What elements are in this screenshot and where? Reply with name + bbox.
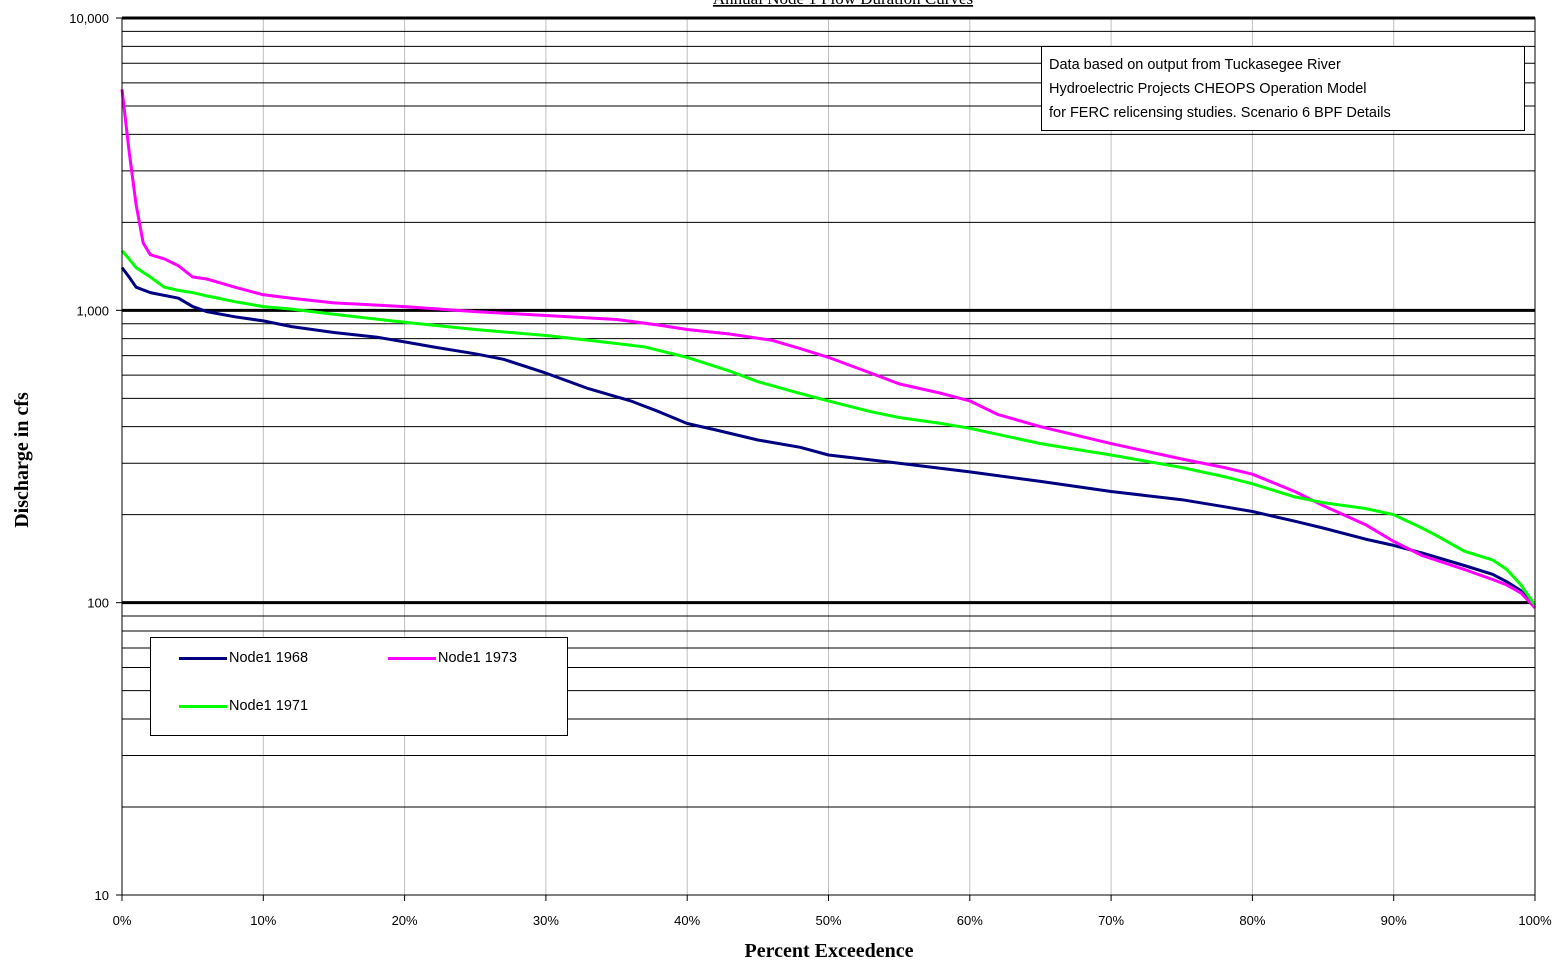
chart-series-layer <box>120 89 1537 609</box>
series-line-node1-1973 <box>120 89 1537 609</box>
legend-label-node1-1973: Node1 1973 <box>438 650 518 666</box>
annotation-line: for FERC relicensing studies. Scenario 6… <box>1049 105 1391 121</box>
y-axis-title: Discharge in cfs <box>11 392 33 528</box>
y-tick-label: 1,000 <box>76 303 109 318</box>
chart-annotation-box: Data based on output from Tuckasegee Riv… <box>1041 46 1525 131</box>
x-tick-label: 60% <box>957 913 983 928</box>
annotation-line: Data based on output from Tuckasegee Riv… <box>1049 57 1341 73</box>
chart-title: Annual Node 1 Flow Duration Curves <box>713 0 973 8</box>
series-line-node1-1968 <box>120 266 1537 609</box>
y-tick-label: 10 <box>95 888 109 903</box>
legend-item-node1-1968: Node1 1968 <box>179 650 308 666</box>
legend-label-node1-1968: Node1 1968 <box>229 650 309 666</box>
x-tick-label: 10% <box>250 913 276 928</box>
series-line-node1-1971 <box>120 249 1537 607</box>
x-tick-label: 70% <box>1098 913 1124 928</box>
x-tick-label: 80% <box>1239 913 1265 928</box>
x-axis-title: Percent Exceedence <box>745 940 914 962</box>
x-tick-label: 50% <box>815 913 841 928</box>
legend-swatch-node1-1968 <box>179 656 227 660</box>
legend-label-node1-1971: Node1 1971 <box>229 698 309 714</box>
x-tick-label: 30% <box>533 913 559 928</box>
legend-swatch-node1-1973 <box>388 656 436 660</box>
legend-item-node1-1973: Node1 1973 <box>388 650 517 666</box>
x-tick-label: 90% <box>1381 913 1407 928</box>
x-tick-label: 20% <box>392 913 418 928</box>
x-tick-label: 100% <box>1518 913 1552 928</box>
annotation-line: Hydroelectric Projects CHEOPS Operation … <box>1049 81 1367 97</box>
chart-ticks: 0% 10% 20% 30% 40% 50% 60% 70% 80% 90% 100% 10 100 1,… <box>69 11 1552 928</box>
x-tick-label: 40% <box>674 913 700 928</box>
legend-item-node1-1971: Node1 1971 <box>179 698 308 714</box>
chart-legend: Node1 1968 Node1 1973 Node1 1971 <box>150 637 568 736</box>
y-tick-label: 100 <box>87 596 109 611</box>
legend-swatch-node1-1971 <box>179 704 227 708</box>
y-tick-label: 10,000 <box>69 11 109 26</box>
x-tick-label: 0% <box>113 913 132 928</box>
